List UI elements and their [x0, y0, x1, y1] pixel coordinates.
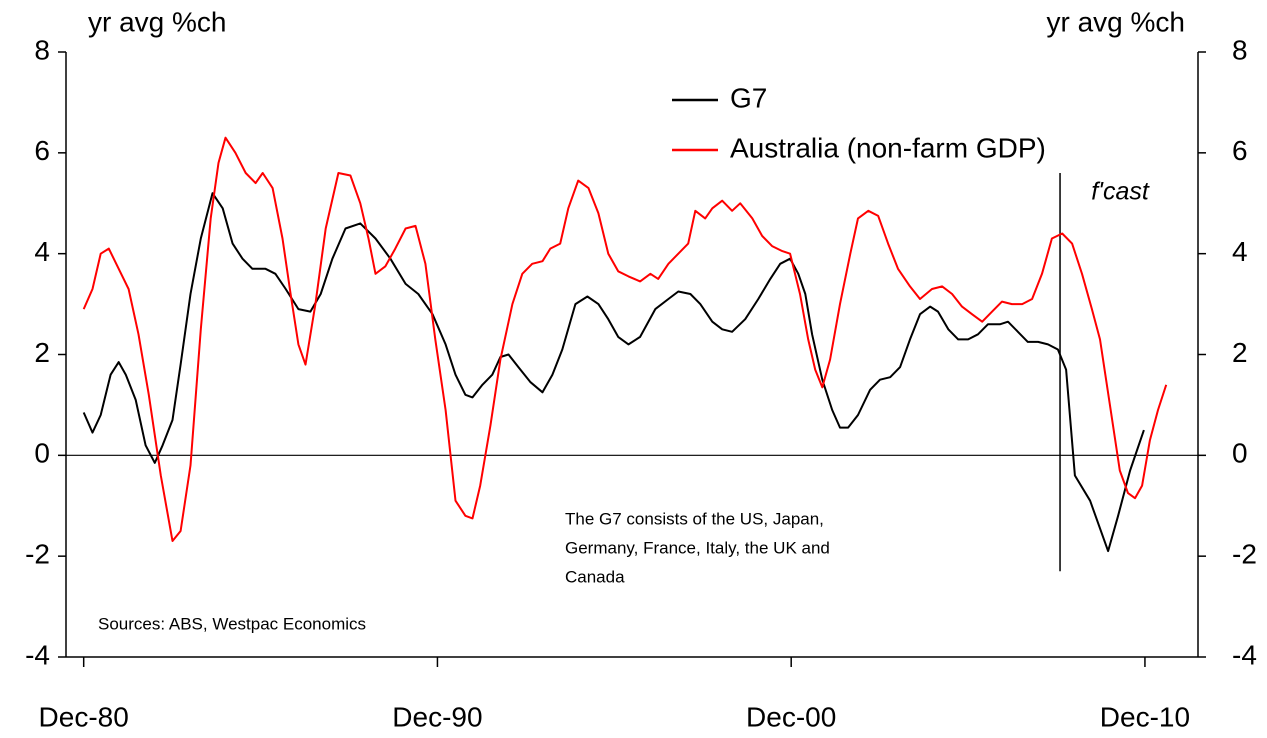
y2-tick-label: 6 [1232, 135, 1248, 166]
x-tick-label: Dec-00 [746, 701, 836, 732]
y2-tick-label: 2 [1232, 337, 1248, 368]
legend-label: Australia (non-farm GDP) [730, 132, 1046, 163]
source: Sources: ABS, Westpac Economics [98, 614, 366, 633]
y-tick-label: 2 [34, 337, 50, 368]
y2-axis-label: yr avg %ch [1047, 6, 1186, 37]
x-tick-label: Dec-80 [39, 701, 129, 732]
y-axis-label: yr avg %ch [88, 6, 227, 37]
annotation: Germany, France, Italy, the UK and [565, 538, 830, 557]
series-line [82, 192, 1145, 553]
y2-tick-label: 0 [1232, 438, 1248, 469]
x-tick-label: Dec-10 [1100, 701, 1190, 732]
y-tick-label: 0 [34, 438, 50, 469]
y2-tick-label: 8 [1232, 34, 1248, 65]
y-tick-label: 8 [34, 34, 50, 65]
y2-tick-label: -2 [1232, 539, 1257, 570]
y-tick-label: 4 [34, 236, 50, 267]
legend-label: G7 [730, 82, 767, 113]
y-tick-label: -2 [25, 539, 50, 570]
series-line [82, 136, 1168, 542]
y-tick-label: 6 [34, 135, 50, 166]
x-tick-label: Dec-90 [392, 701, 482, 732]
annotation: Canada [565, 567, 625, 586]
annotation: The G7 consists of the US, Japan, [565, 509, 824, 528]
y2-tick-label: 4 [1232, 236, 1248, 267]
y-tick-label: -4 [25, 639, 50, 670]
y2-tick-label: -4 [1232, 639, 1257, 670]
forecast-label: f'cast [1091, 178, 1150, 206]
